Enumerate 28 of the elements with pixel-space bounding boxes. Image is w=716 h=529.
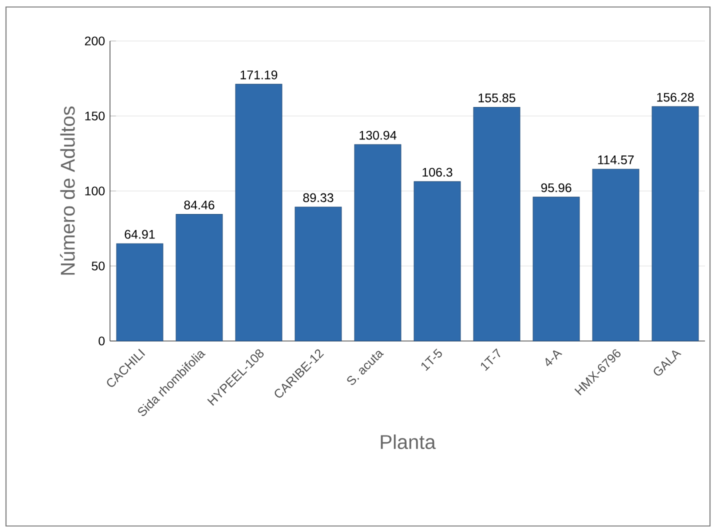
bar	[592, 168, 640, 342]
data-label: 114.57	[598, 156, 634, 164]
data-label: 155.85	[478, 94, 516, 102]
data-label: 64.91	[124, 230, 155, 239]
y-tick-label: 150	[85, 112, 105, 120]
x-axis-title: Planta	[380, 434, 436, 450]
y-tick-label: 100	[85, 186, 105, 196]
bar	[473, 106, 520, 342]
bar	[176, 214, 223, 342]
data-label: 89.33	[303, 193, 334, 202]
data-label: 95.96	[541, 183, 572, 192]
bar	[652, 106, 699, 342]
data-label: 106.3	[422, 168, 452, 177]
y-tick-label: 0	[98, 336, 105, 346]
bar	[235, 84, 282, 342]
bar	[354, 144, 402, 342]
x-tick-label: 4-A	[546, 350, 562, 366]
bar	[414, 181, 461, 342]
data-label: 130.94	[360, 130, 396, 140]
bar	[532, 196, 580, 342]
data-label: 171.19	[240, 70, 278, 80]
data-label: 156.28	[657, 92, 694, 102]
y-tick-label: 50	[92, 262, 105, 270]
data-label: 84.46	[184, 200, 214, 210]
y-tick-label: 200	[84, 36, 105, 46]
bar	[116, 243, 164, 342]
bar	[294, 206, 342, 342]
y-axis-title: Número de Adultos	[60, 106, 75, 275]
